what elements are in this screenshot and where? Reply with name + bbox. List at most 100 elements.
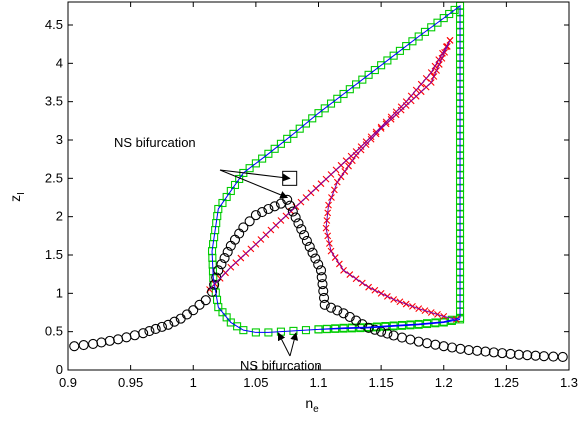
data-point-square [258, 154, 267, 163]
x-tick-label: 1.2 [435, 375, 453, 390]
data-point-square [345, 85, 354, 94]
series-line-cross-branch [209, 40, 457, 320]
data-point-square [214, 303, 223, 312]
data-point-square [414, 32, 423, 41]
data-point-circle [234, 228, 245, 239]
data-point-circle [287, 206, 298, 217]
data-point-circle [244, 216, 255, 227]
data-point-circle [522, 350, 533, 361]
data-point-circle [188, 305, 199, 316]
data-point-circle [455, 343, 466, 354]
data-point-square [395, 46, 404, 55]
data-point-circle [480, 346, 491, 357]
x-tick-label: 1.25 [494, 375, 519, 390]
data-point-circle [299, 230, 310, 241]
data-point-square [295, 124, 304, 133]
data-point-circle [222, 246, 233, 257]
axes: 0.9 0.95 1 1.05 1.1 1.15 1.2 1.25 1.3 0 0.5 1 1.5 2 2.… [45, 1, 578, 390]
data-point-square [439, 14, 448, 23]
data-point-circle [405, 334, 416, 345]
data-point-square [370, 65, 379, 75]
data-point-circle [194, 299, 205, 310]
data-point-circle [238, 222, 249, 233]
data-point-circle [497, 348, 508, 359]
data-point-circle [332, 305, 343, 316]
data-point-square [408, 37, 417, 46]
y-axis-label: zI [7, 192, 27, 202]
data-point-square [314, 109, 323, 118]
data-point-square [333, 94, 342, 103]
data-point-circle [150, 323, 161, 335]
x-tick-label: 1.15 [368, 375, 393, 390]
data-point-circle [310, 253, 321, 264]
data-point-square [433, 18, 442, 27]
data-point-square [358, 75, 367, 84]
data-point-square [301, 119, 311, 128]
data-point-circle [325, 302, 337, 313]
data-point-square [339, 89, 348, 99]
y-tick-label: 0 [56, 362, 63, 377]
data-point-circle [304, 241, 315, 252]
data-point-square [377, 61, 386, 70]
data-point-circle [129, 330, 140, 341]
data-point-circle [156, 321, 167, 332]
y-tick-label: 2 [56, 209, 63, 224]
data-point-circle [213, 265, 224, 276]
data-point-circle [369, 324, 380, 335]
data-point-square [226, 186, 235, 196]
data-point-circle [530, 350, 541, 361]
data-point-square [445, 9, 454, 19]
data-point-circle [488, 347, 499, 358]
data-point-circle [344, 311, 355, 322]
y-tick-label: 4.5 [45, 17, 63, 32]
data-point-circle [296, 224, 307, 235]
annotation-arrow [289, 332, 299, 357]
data-point-square [320, 104, 329, 113]
data-point-circle [307, 247, 318, 258]
x-tick-label: 1 [190, 375, 197, 390]
data-point-circle [430, 339, 441, 350]
data-point-circle [317, 279, 328, 290]
data-point-square [427, 23, 436, 32]
y-tick-label: 0.5 [45, 324, 63, 339]
data-point-square [251, 159, 260, 168]
data-point-circle [376, 326, 387, 337]
data-point-square [283, 134, 292, 143]
data-point-circle [113, 334, 124, 345]
ns-bifurcation-marker-box [282, 170, 298, 186]
x-tick-label: 0.9 [59, 375, 77, 390]
plot-area [69, 1, 568, 363]
data-point-circle [357, 319, 368, 330]
data-point-circle [447, 342, 458, 353]
data-point-circle [138, 328, 149, 339]
data-point-circle [513, 349, 524, 360]
x-tick-label: 1.1 [309, 375, 327, 390]
x-axis-label: ne [305, 395, 319, 415]
data-point-square [402, 42, 411, 51]
data-point-circle [78, 340, 89, 351]
data-point-circle [351, 315, 362, 326]
data-point-circle [293, 218, 304, 229]
data-point-circle [338, 308, 349, 319]
data-point-circle [413, 336, 424, 347]
data-point-circle [382, 328, 393, 339]
data-point-circle [163, 319, 174, 330]
y-tick-label: 3.5 [45, 94, 63, 109]
data-point-square [364, 70, 373, 79]
data-point-circle [181, 309, 193, 320]
data-point-square [218, 308, 227, 317]
data-point-square [276, 139, 285, 148]
data-point-circle [290, 212, 301, 223]
data-point-circle [269, 201, 280, 212]
data-point-square [420, 27, 430, 36]
data-point-square [326, 99, 336, 108]
annotation-ns-bifurcation-lower: NS bifurcation [240, 358, 322, 373]
data-point-circle [505, 348, 516, 359]
data-point-square [289, 129, 298, 138]
annotation-arrow [277, 332, 291, 357]
data-point-circle [463, 345, 474, 356]
data-point-circle [229, 234, 241, 245]
x-tick-label: 0.95 [118, 375, 143, 390]
data-point-circle [257, 207, 268, 218]
